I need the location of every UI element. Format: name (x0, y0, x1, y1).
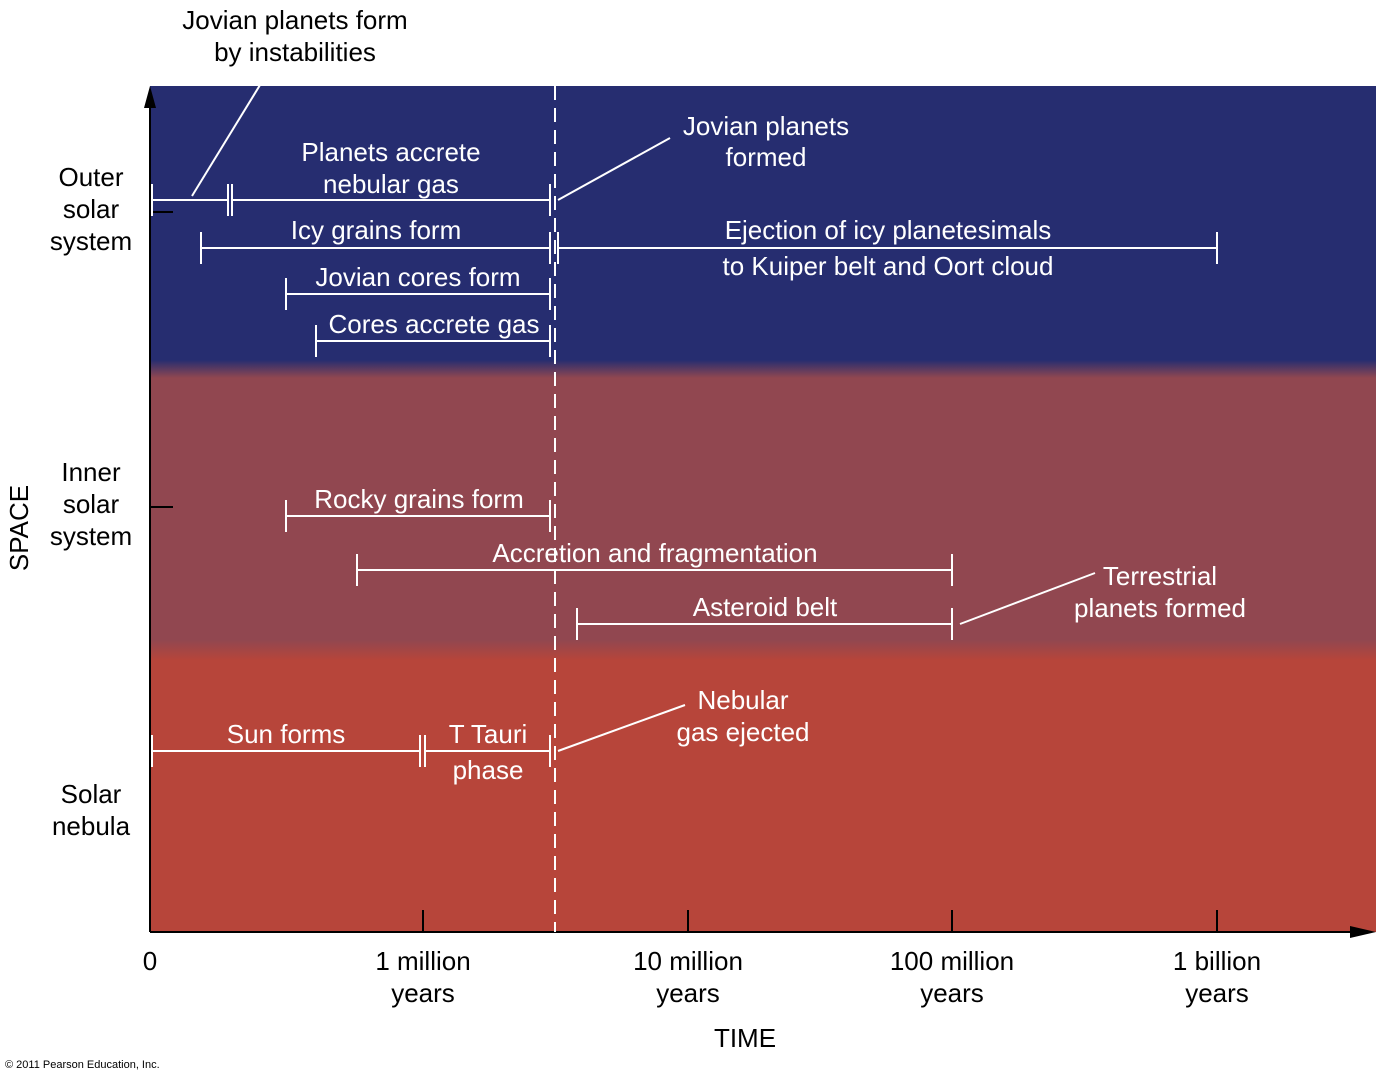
region-label: system (50, 226, 132, 256)
bar-ejection (557, 232, 1218, 264)
x-tick-label: years (391, 978, 455, 1008)
x-tick-label: 1 million (375, 946, 470, 976)
bar-label: to Kuiper belt and Oort cloud (723, 251, 1054, 281)
callout-label: Terrestrial (1103, 561, 1217, 591)
bar-label: Accretion and fragmentation (492, 538, 817, 568)
callout-label: Jovian planets (683, 111, 849, 141)
outer-solar-system-region (150, 86, 1376, 376)
bar-label: Jovian cores form (315, 262, 520, 292)
callout-leader (557, 137, 671, 201)
bar-label: Planets accrete (301, 137, 480, 167)
x-tick-label: 10 million (633, 946, 743, 976)
bar-label: nebular gas (323, 169, 459, 199)
inner-solar-system-region (150, 378, 1376, 640)
bar-label: Ejection of icy planetesimals (725, 215, 1052, 245)
bar-label: Rocky grains form (314, 484, 524, 514)
callout-leader (959, 572, 1096, 625)
region-label: Solar (61, 779, 122, 809)
bar-asteroid-belt (576, 608, 953, 640)
x-tick-label: 100 million (890, 946, 1014, 976)
bar-label: phase (453, 755, 524, 785)
bar-label: Icy grains form (291, 215, 462, 245)
bar-label: Sun forms (227, 719, 346, 749)
x-tick-label: years (656, 978, 720, 1008)
bar-rocky-grains (285, 500, 551, 532)
bar-accretion (356, 554, 953, 586)
x-axis-arrow (1350, 926, 1376, 938)
callout-label: gas ejected (677, 717, 810, 747)
callout-label: formed (726, 142, 807, 172)
bar-instabilities (151, 184, 229, 216)
x-tick-label: years (1185, 978, 1249, 1008)
x-tick-label: 1 billion (1173, 946, 1261, 976)
bar-label: T Tauri (449, 719, 528, 749)
region-label: solar (63, 194, 120, 224)
x-tick-label: years (920, 978, 984, 1008)
region-label: system (50, 521, 132, 551)
region-label: solar (63, 489, 120, 519)
bar-label: Asteroid belt (693, 592, 838, 622)
bar-icy-grains (200, 232, 551, 264)
y-axis-title: SPACE (4, 485, 34, 571)
bar-sun-forms (151, 735, 421, 767)
bar-t-tauri (424, 735, 551, 767)
callout-label: Jovian planets form (182, 5, 407, 35)
x-axis-title: TIME (714, 1023, 776, 1053)
bar-planets-accrete-gas (231, 184, 551, 216)
callout-label: Nebular (697, 685, 788, 715)
callout-leader (557, 704, 686, 752)
region-transition (150, 640, 1376, 660)
callout-label: by instabilities (214, 37, 376, 67)
region-label: nebula (52, 811, 131, 841)
region-label: Outer (58, 162, 123, 192)
bar-jovian-cores (285, 278, 551, 310)
bar-label: Cores accrete gas (329, 309, 540, 339)
copyright: © 2011 Pearson Education, Inc. (5, 1059, 160, 1071)
region-label: Inner (61, 457, 121, 487)
callout-leader (191, 71, 269, 197)
callout-label: planets formed (1074, 593, 1246, 623)
x-tick-label: 0 (143, 946, 157, 976)
solar-nebula-region (150, 660, 1376, 932)
region-transition (150, 360, 1376, 378)
bar-cores-accrete (315, 325, 551, 357)
y-axis-arrow (144, 86, 156, 108)
